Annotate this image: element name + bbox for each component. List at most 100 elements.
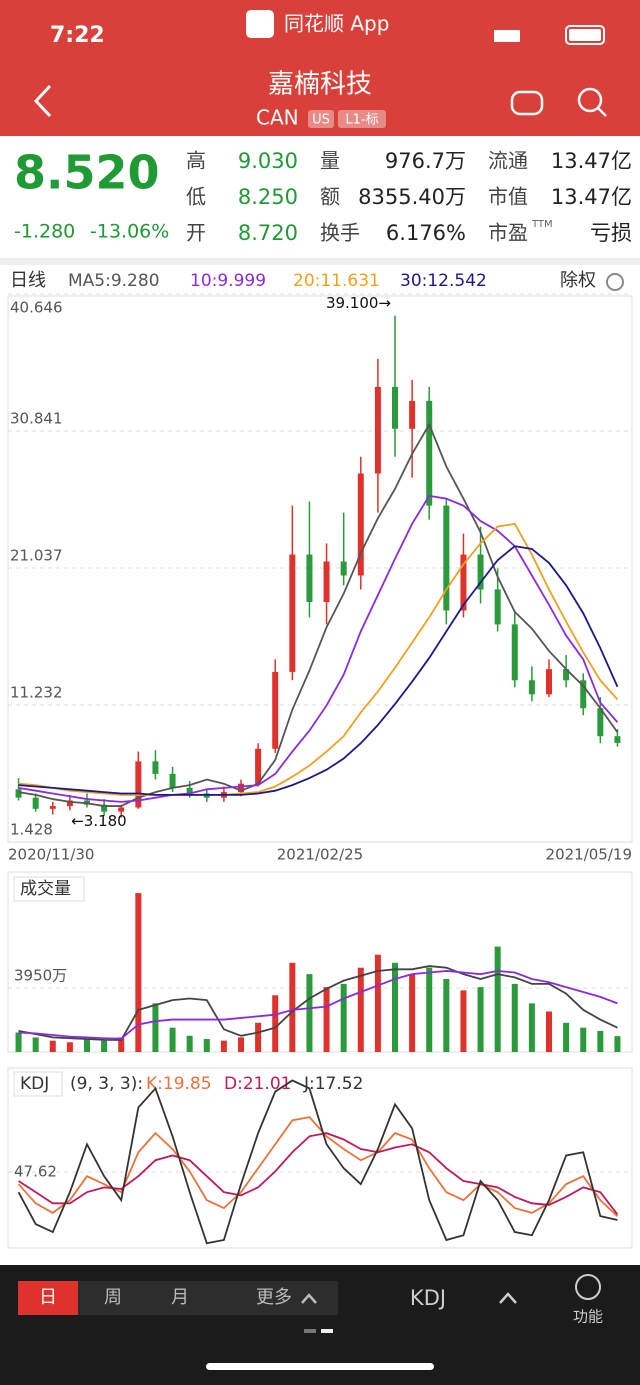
kdj-params: (9, 3, 3): bbox=[70, 1074, 143, 1094]
volume-bar bbox=[135, 893, 142, 1052]
kdj-line bbox=[18, 1132, 619, 1216]
adjust-button[interactable]: 除权 bbox=[560, 270, 596, 291]
volume-bar bbox=[118, 1037, 125, 1052]
change-pct: -13.06% bbox=[90, 221, 169, 243]
field-value: 8.250 bbox=[238, 185, 298, 209]
candle-body bbox=[49, 806, 56, 809]
candle-body bbox=[152, 761, 159, 774]
low-annotation: ←3.180 bbox=[71, 812, 127, 830]
ma-legend: MA5:9.280 bbox=[68, 271, 160, 291]
settings-icon[interactable] bbox=[606, 273, 624, 291]
robot-button[interactable] bbox=[510, 90, 544, 116]
field-value: 亏损 bbox=[590, 221, 632, 245]
volume-bar bbox=[597, 1030, 604, 1052]
candle-body bbox=[580, 680, 587, 709]
kdj-title-box bbox=[13, 1071, 63, 1097]
signal-icon bbox=[494, 30, 520, 42]
candle-body bbox=[238, 783, 244, 793]
badge: L1-标 bbox=[345, 113, 378, 128]
field-value: 13.47亿 bbox=[551, 149, 632, 173]
candle-body bbox=[32, 797, 39, 809]
search-button[interactable] bbox=[577, 87, 603, 113]
candle-body bbox=[494, 589, 501, 625]
function-icon[interactable] bbox=[575, 1274, 601, 1300]
volume-bar bbox=[152, 1003, 159, 1052]
volume-bar bbox=[546, 1011, 552, 1052]
field-label: 额 bbox=[320, 185, 340, 209]
candle-body bbox=[374, 386, 381, 474]
kdj-title: KDJ bbox=[20, 1074, 49, 1094]
badge-bg bbox=[338, 110, 386, 128]
candle-body bbox=[597, 708, 604, 737]
candle-body bbox=[186, 787, 193, 794]
function-label[interactable]: 功能 bbox=[573, 1308, 603, 1326]
search-handle bbox=[597, 107, 607, 117]
x-tick-label: 2020/11/30 bbox=[8, 846, 94, 864]
kdj-line bbox=[17, 1116, 619, 1217]
tab[interactable]: 日 bbox=[39, 1287, 57, 1308]
volume-bar bbox=[494, 946, 501, 1052]
volume-bar bbox=[272, 995, 279, 1052]
candle-body bbox=[511, 624, 518, 681]
candle-body bbox=[546, 669, 552, 695]
tab[interactable]: 月 bbox=[171, 1287, 189, 1308]
volume-bar bbox=[49, 1040, 56, 1052]
volume-bar bbox=[357, 967, 364, 1052]
volume-bar bbox=[409, 974, 416, 1052]
candle-body bbox=[306, 554, 313, 603]
candle-body bbox=[169, 773, 176, 788]
candle-body bbox=[392, 386, 398, 429]
candle-body bbox=[66, 800, 73, 807]
candle-body bbox=[357, 473, 364, 576]
volume-bar bbox=[426, 967, 433, 1052]
volume-bar bbox=[32, 1037, 39, 1052]
volume-bar bbox=[220, 1040, 227, 1052]
volume-ma-line bbox=[18, 970, 618, 1040]
field-label: 换手 bbox=[320, 221, 360, 245]
field-label: 开 bbox=[186, 221, 206, 245]
tab-selected-bg bbox=[18, 1281, 78, 1315]
candle-body bbox=[409, 400, 416, 429]
candle-body bbox=[255, 748, 262, 784]
volume-bar bbox=[15, 1032, 22, 1052]
volume-bar bbox=[614, 1036, 621, 1052]
volume-bar bbox=[289, 962, 296, 1052]
field-sup: TTM bbox=[531, 219, 553, 230]
tab[interactable]: 更多 bbox=[256, 1287, 292, 1308]
page-dot bbox=[304, 1329, 316, 1333]
candle-body bbox=[118, 807, 125, 812]
kdj-panel bbox=[7, 1067, 633, 1249]
stock-code: CAN bbox=[256, 106, 299, 130]
volume-bar bbox=[169, 1027, 176, 1052]
y-tick-label: 3950万 bbox=[14, 966, 67, 984]
candle-body bbox=[426, 400, 433, 506]
field-label: 量 bbox=[320, 149, 340, 173]
candle-body bbox=[15, 789, 22, 798]
volume-bar bbox=[511, 983, 518, 1052]
volume-bar bbox=[460, 990, 467, 1052]
volume-bar bbox=[374, 954, 381, 1052]
candle-body bbox=[289, 554, 296, 672]
indicator-button[interactable]: KDJ bbox=[410, 1286, 446, 1310]
volume-bar bbox=[443, 979, 450, 1052]
volume-panel bbox=[7, 871, 633, 1053]
back-button[interactable] bbox=[33, 84, 52, 118]
volume-bar bbox=[84, 1039, 90, 1052]
field-value: 9.030 bbox=[238, 149, 298, 173]
y-tick-label: 47.62 bbox=[14, 1163, 57, 1181]
volume-bar bbox=[186, 1035, 193, 1052]
stock-name: 嘉楠科技 bbox=[268, 70, 372, 100]
field-value: 976.7万 bbox=[385, 149, 466, 173]
tab[interactable]: 周 bbox=[104, 1287, 122, 1308]
y-tick-label: 30.841 bbox=[10, 410, 63, 428]
candle-body bbox=[563, 669, 570, 681]
field-label: 市盈 bbox=[488, 221, 528, 245]
ma-line bbox=[18, 545, 619, 796]
candle-body bbox=[460, 554, 467, 611]
status-time: 7:22 bbox=[50, 23, 105, 48]
ma-line bbox=[18, 422, 619, 807]
x-tick-label: 2021/05/19 bbox=[546, 846, 632, 864]
caret[interactable] bbox=[499, 1292, 517, 1304]
volume-bar bbox=[66, 1042, 73, 1052]
